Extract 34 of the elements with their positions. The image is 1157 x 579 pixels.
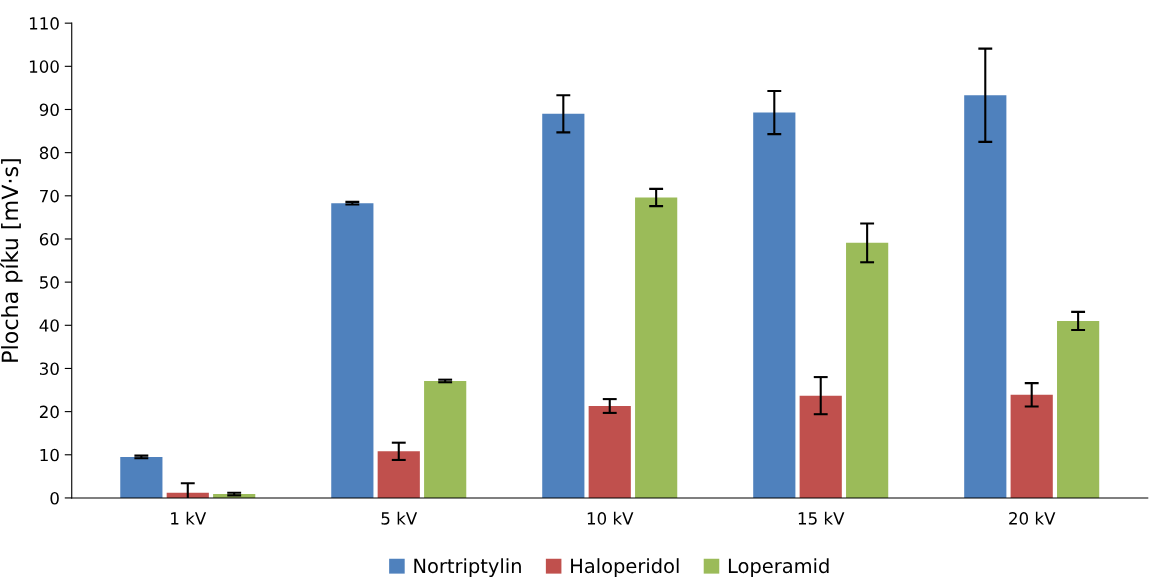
y-tick-label: 60 (39, 232, 59, 246)
bar (964, 95, 1007, 498)
bar (799, 395, 842, 498)
x-tick-label: 15 kV (798, 511, 845, 525)
y-tick-label: 80 (39, 146, 59, 160)
bar (424, 380, 467, 498)
y-tick-label: 40 (39, 319, 59, 332)
bar (753, 112, 796, 498)
y-tick-label: 50 (40, 276, 59, 289)
y-tick-label: 110 (29, 17, 59, 30)
y-tick-label: 70 (40, 189, 59, 203)
y-tick-label: 30 (39, 362, 59, 376)
bar (331, 203, 374, 498)
legend-label: Loperamid (728, 558, 829, 577)
bar (377, 451, 420, 498)
bar (120, 456, 163, 498)
y-axis-title: Plocha píku [mV·s] (0, 159, 23, 362)
legend-label: Haloperidol (571, 558, 679, 577)
y-tick-label: 0 (50, 491, 59, 505)
x-tick-label: 20 kV (1009, 511, 1056, 525)
x-tick-label: 10 kV (587, 511, 634, 525)
bar (846, 242, 889, 498)
legend-label: Nortriptylin (414, 558, 521, 577)
bar (1057, 320, 1100, 498)
bar (635, 197, 678, 498)
y-tick-label: 100 (29, 60, 59, 73)
y-tick-label: 20 (39, 405, 59, 419)
x-tick-label: 5 kV (381, 511, 418, 525)
x-tick-label: 1 kV (171, 511, 207, 525)
y-tick-label: 90 (39, 103, 59, 117)
y-tick-label: 10 (40, 448, 59, 462)
bar (542, 113, 585, 498)
bar (588, 406, 631, 498)
bar (1010, 394, 1053, 498)
